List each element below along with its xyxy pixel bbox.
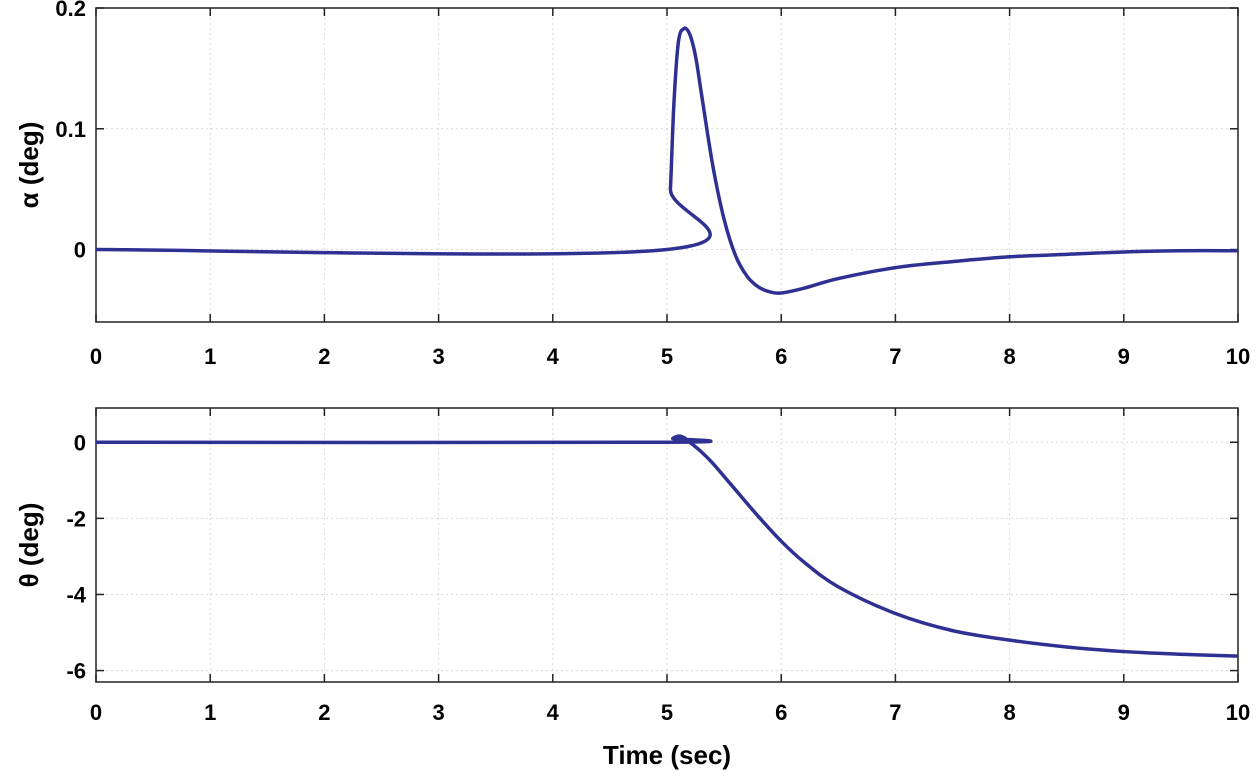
theta-panel: 0 1 2 3 4 5 6 7 8 9 10 0 -2 -4 -6 θ (deg) Time (sec) <box>14 407 1250 770</box>
theta-x-tick-label: 9 <box>1118 700 1130 725</box>
theta-x-tick-label: 3 <box>432 700 444 725</box>
theta-x-tick-label: 8 <box>1003 700 1015 725</box>
theta-y-tick-label: -4 <box>66 582 86 607</box>
theta-grid <box>95 408 1239 682</box>
theta-y-tick-label: -2 <box>66 506 86 531</box>
theta-y-axis-label: θ (deg) <box>14 503 44 588</box>
alpha-x-tick-label: 0 <box>90 344 102 369</box>
theta-x-tick-label: 4 <box>547 700 560 725</box>
alpha-y-axis-label: α (deg) <box>14 122 44 209</box>
alpha-y-tick-label: 0 <box>74 238 86 263</box>
theta-x-tick-label: 7 <box>889 700 901 725</box>
theta-x-tick-label: 6 <box>775 700 787 725</box>
theta-x-tick-label: 0 <box>90 700 102 725</box>
alpha-x-tick-label: 1 <box>204 344 216 369</box>
alpha-x-tick-label: 4 <box>547 344 560 369</box>
alpha-x-tick-label: 8 <box>1003 344 1015 369</box>
alpha-x-tick-label: 10 <box>1226 344 1250 369</box>
alpha-x-tick-label: 6 <box>775 344 787 369</box>
theta-x-tick-label: 5 <box>661 700 673 725</box>
theta-x-tick-label: 2 <box>318 700 330 725</box>
alpha-x-tick-label: 5 <box>661 344 673 369</box>
theta-ticks: 0 1 2 3 4 5 6 7 8 9 10 0 -2 -4 -6 <box>66 408 1250 725</box>
theta-y-tick-label: -6 <box>66 659 86 684</box>
alpha-y-tick-label: 0.1 <box>55 117 86 142</box>
x-axis-label: Time (sec) <box>603 740 731 770</box>
alpha-series-line <box>95 26 1239 295</box>
alpha-panel: 0 1 2 3 4 5 6 7 8 9 10 0 0.1 0.2 α (deg) <box>14 0 1250 369</box>
alpha-y-tick-label: 0.2 <box>55 0 86 21</box>
alpha-x-tick-label: 7 <box>889 344 901 369</box>
alpha-x-tick-label: 3 <box>432 344 444 369</box>
alpha-x-tick-label: 2 <box>318 344 330 369</box>
theta-x-tick-label: 10 <box>1226 700 1250 725</box>
alpha-x-tick-label: 9 <box>1118 344 1130 369</box>
theta-y-tick-label: 0 <box>74 430 86 455</box>
theta-x-tick-label: 1 <box>204 700 216 725</box>
alpha-ticks: 0 1 2 3 4 5 6 7 8 9 10 0 0.1 0.2 <box>55 0 1250 369</box>
alpha-grid <box>95 7 1239 322</box>
theta-series-line <box>95 434 1239 658</box>
